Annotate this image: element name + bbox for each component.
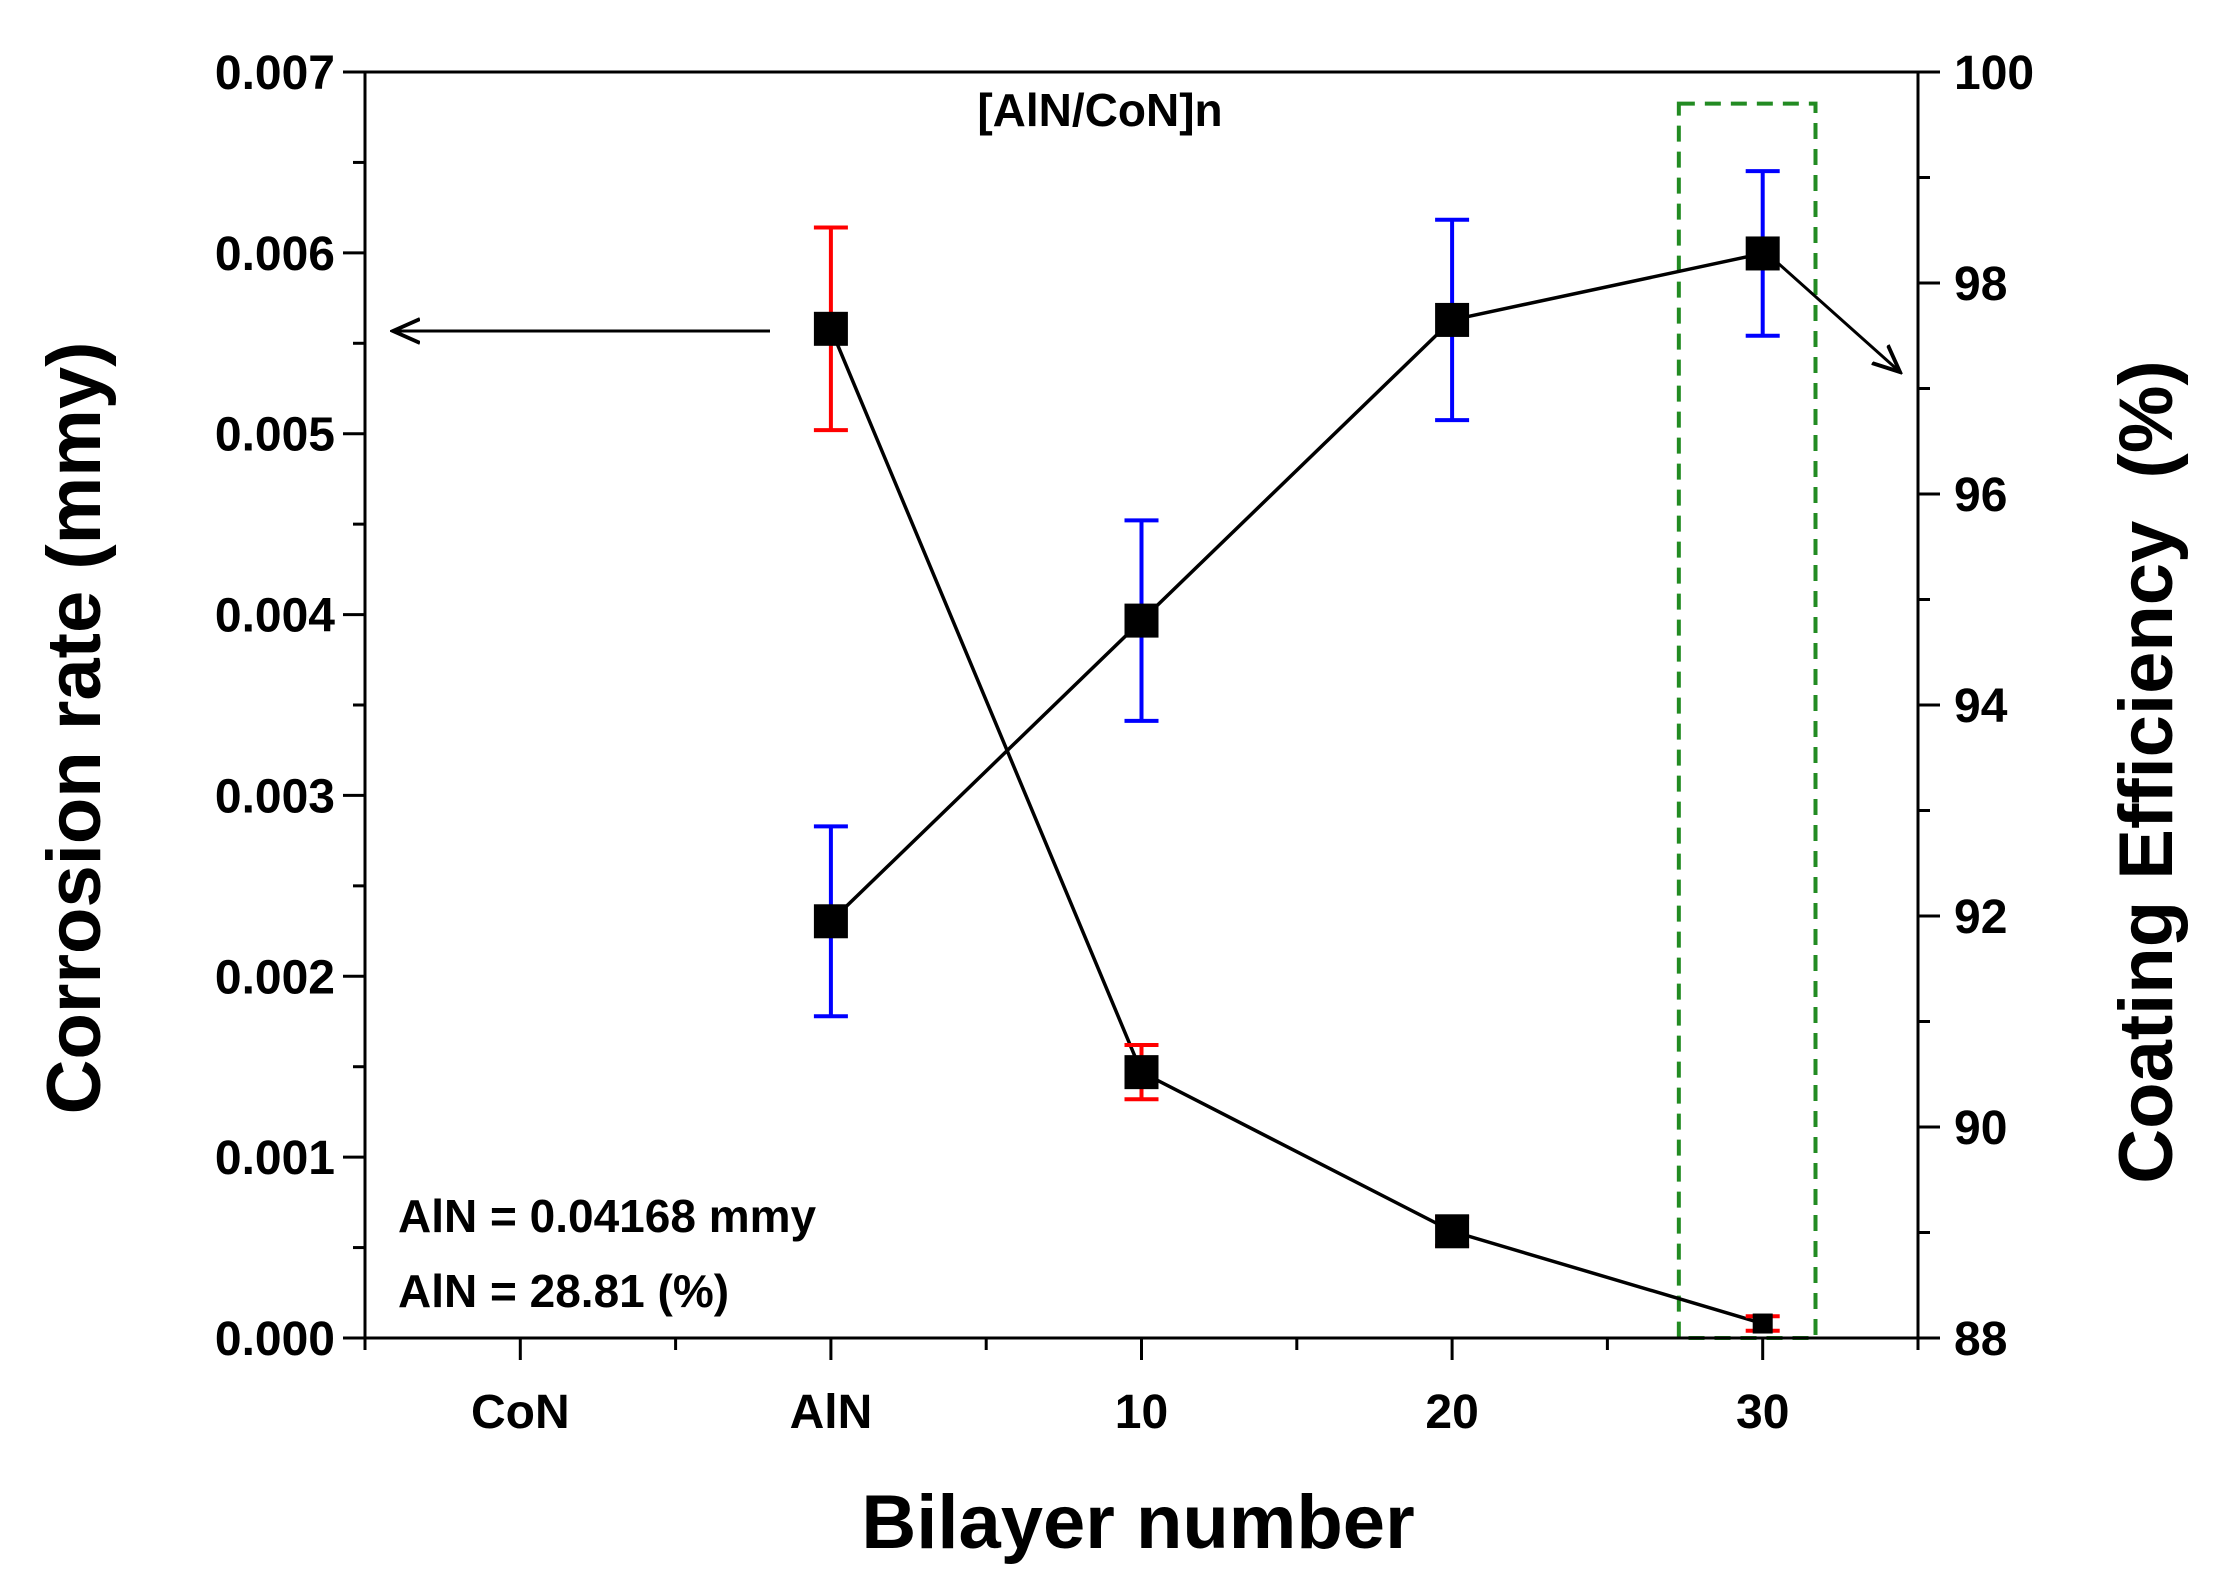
y-left-tick-label: 0.000 [215,1313,335,1366]
y-axis-label-left: Corrosion rate (mmy) [32,342,117,1115]
y-right-tick-label: 94 [1954,680,2008,733]
y-right-tick-label: 100 [1954,47,2034,100]
right-axis-arrow [1769,254,1900,372]
chart-title: [AlN/CoN]n [977,84,1222,136]
data-point [1124,1055,1159,1090]
y-right-tick-label: 88 [1954,1313,2007,1366]
y-right-tick-label: 90 [1954,1102,2007,1155]
data-point [1435,302,1470,337]
y-axis-label-right: Coating Efficiency (%) [2104,360,2189,1183]
data-point [1752,1313,1773,1334]
data-point [1435,1214,1470,1249]
axis-ticks: 0.000 0.001 0.002 0.003 0.004 0.005 0.006 0.007… [215,47,2034,1439]
x-tick-label: 10 [1115,1386,1168,1439]
y-left-tick-label: 0.005 [215,409,335,462]
data-point [813,311,848,346]
highlight-box [1676,101,1818,1340]
y-left-tick-label: 0.006 [215,228,335,281]
x-tick-label: 30 [1736,1386,1789,1439]
y-right-tick-label: 98 [1954,258,2007,311]
y-left-tick-label: 0.003 [215,770,335,823]
data-point [1124,603,1159,638]
y-left-tick-label: 0.002 [215,951,335,1004]
y-left-tick-label: 0.004 [215,590,335,643]
y-left-tick-label: 0.007 [215,47,335,100]
annotation-efficiency: AlN = 28.81 (%) [398,1265,729,1317]
data-point [1745,236,1780,271]
x-tick-label: AlN [790,1386,873,1439]
annotation-corrosion: AlN = 0.04168 mmy [398,1190,817,1242]
series-line-corrosion [829,328,1764,1326]
y-right-tick-label: 92 [1954,891,2007,944]
y-left-tick-label: 0.001 [215,1132,335,1185]
x-axis-label: Bilayer number [861,1480,1414,1565]
x-tick-label: 20 [1425,1386,1478,1439]
series-line-efficiency [829,251,1764,923]
data-point [813,904,848,939]
x-tick-label: CoN [471,1386,570,1439]
series-layer [813,169,1780,1334]
y-right-tick-label: 96 [1954,469,2007,522]
